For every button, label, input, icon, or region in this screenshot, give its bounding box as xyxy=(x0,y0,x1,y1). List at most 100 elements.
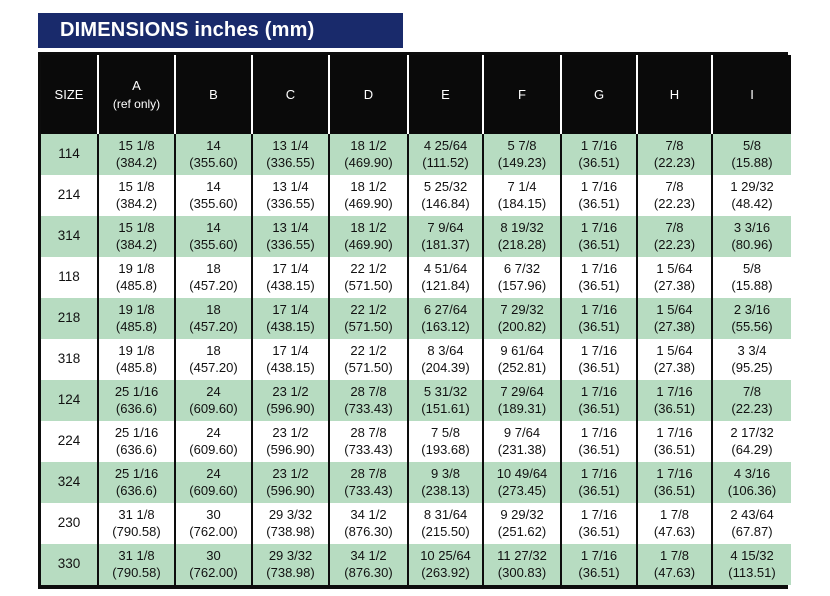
cell-118-d: 22 1/2 (571.50) xyxy=(329,257,409,298)
cell-314-i: 3 3/16 (80.96) xyxy=(712,216,791,257)
cell-324-i: 4 3/16 (106.36) xyxy=(712,462,791,503)
table-row-214: 214 15 1/8 (384.2) 14 (355.60) 13 1/4 (336.55)… xyxy=(41,175,791,216)
dimensions-table-grid: SIZE A (ref only) B C D E F G H I 114 15 1/8 (384.2… xyxy=(41,55,791,585)
cell-114-a: 15 1/8 (384.2) xyxy=(98,134,176,175)
cell-324-a: 25 1/16 (636.6) xyxy=(98,462,176,503)
size-cell-124: 124 xyxy=(41,380,99,421)
cell-314-a: 15 1/8 (384.2) xyxy=(98,216,176,257)
size-cell-118: 118 xyxy=(41,257,99,298)
cell-218-e: 6 27/64 (163.12) xyxy=(408,298,484,339)
column-header-size: SIZE xyxy=(41,55,99,134)
cell-218-f: 7 29/32 (200.82) xyxy=(483,298,562,339)
cell-330-a: 31 1/8 (790.58) xyxy=(98,544,176,585)
cell-314-f: 8 19/32 (218.28) xyxy=(483,216,562,257)
cell-324-e: 9 3/8 (238.13) xyxy=(408,462,484,503)
table-row-124: 124 25 1/16 (636.6) 24 (609.60) 23 1/2 (596.90… xyxy=(41,380,791,421)
cell-318-b: 18 (457.20) xyxy=(175,339,253,380)
cell-330-b: 30 (762.00) xyxy=(175,544,253,585)
dimensions-table-body: 114 15 1/8 (384.2) 14 (355.60) 13 1/4 (336.55)… xyxy=(41,134,791,585)
cell-318-i: 3 3/4 (95.25) xyxy=(712,339,791,380)
cell-218-a: 19 1/8 (485.8) xyxy=(98,298,176,339)
cell-330-f: 11 27/32 (300.83) xyxy=(483,544,562,585)
cell-218-h: 1 5/64 (27.38) xyxy=(637,298,713,339)
cell-224-i: 2 17/32 (64.29) xyxy=(712,421,791,462)
cell-118-f: 6 7/32 (157.96) xyxy=(483,257,562,298)
cell-224-e: 7 5/8 (193.68) xyxy=(408,421,484,462)
cell-318-a: 19 1/8 (485.8) xyxy=(98,339,176,380)
column-header-d: D xyxy=(329,55,409,134)
cell-124-h: 1 7/16 (36.51) xyxy=(637,380,713,421)
column-header-c: C xyxy=(252,55,330,134)
cell-218-d: 22 1/2 (571.50) xyxy=(329,298,409,339)
size-cell-224: 224 xyxy=(41,421,99,462)
cell-224-h: 1 7/16 (36.51) xyxy=(637,421,713,462)
cell-124-g: 1 7/16 (36.51) xyxy=(561,380,638,421)
cell-324-c: 23 1/2 (596.90) xyxy=(252,462,330,503)
size-cell-330: 330 xyxy=(41,544,99,585)
cell-114-d: 18 1/2 (469.90) xyxy=(329,134,409,175)
cell-224-a: 25 1/16 (636.6) xyxy=(98,421,176,462)
column-header-b: B xyxy=(175,55,253,134)
cell-118-g: 1 7/16 (36.51) xyxy=(561,257,638,298)
size-cell-218: 218 xyxy=(41,298,99,339)
size-cell-324: 324 xyxy=(41,462,99,503)
cell-314-h: 7/8 (22.23) xyxy=(637,216,713,257)
cell-330-d: 34 1/2 (876.30) xyxy=(329,544,409,585)
cell-318-f: 9 61/64 (252.81) xyxy=(483,339,562,380)
cell-214-g: 1 7/16 (36.51) xyxy=(561,175,638,216)
cell-114-b: 14 (355.60) xyxy=(175,134,253,175)
cell-224-c: 23 1/2 (596.90) xyxy=(252,421,330,462)
cell-124-b: 24 (609.60) xyxy=(175,380,253,421)
table-header-row: SIZE A (ref only) B C D E F G H I xyxy=(41,55,791,134)
cell-124-a: 25 1/16 (636.6) xyxy=(98,380,176,421)
cell-230-d: 34 1/2 (876.30) xyxy=(329,503,409,544)
table-row-230: 230 31 1/8 (790.58) 30 (762.00) 29 3/32 (738.9… xyxy=(41,503,791,544)
page-title: DIMENSIONS inches (mm) xyxy=(60,19,315,41)
cell-124-d: 28 7/8 (733.43) xyxy=(329,380,409,421)
cell-218-i: 2 3/16 (55.56) xyxy=(712,298,791,339)
table-row-324: 324 25 1/16 (636.6) 24 (609.60) 23 1/2 (596.90… xyxy=(41,462,791,503)
cell-330-i: 4 15/32 (113.51) xyxy=(712,544,791,585)
cell-330-h: 1 7/8 (47.63) xyxy=(637,544,713,585)
cell-314-e: 7 9/64 (181.37) xyxy=(408,216,484,257)
table-row-314: 314 15 1/8 (384.2) 14 (355.60) 13 1/4 (336.55)… xyxy=(41,216,791,257)
cell-318-d: 22 1/2 (571.50) xyxy=(329,339,409,380)
cell-218-b: 18 (457.20) xyxy=(175,298,253,339)
table-row-224: 224 25 1/16 (636.6) 24 (609.60) 23 1/2 (596.90… xyxy=(41,421,791,462)
cell-314-d: 18 1/2 (469.90) xyxy=(329,216,409,257)
cell-330-g: 1 7/16 (36.51) xyxy=(561,544,638,585)
cell-314-c: 13 1/4 (336.55) xyxy=(252,216,330,257)
cell-224-f: 9 7/64 (231.38) xyxy=(483,421,562,462)
title-bar: DIMENSIONS inches (mm) xyxy=(38,13,403,48)
cell-118-i: 5/8 (15.88) xyxy=(712,257,791,298)
cell-230-e: 8 31/64 (215.50) xyxy=(408,503,484,544)
cell-318-h: 1 5/64 (27.38) xyxy=(637,339,713,380)
cell-324-g: 1 7/16 (36.51) xyxy=(561,462,638,503)
cell-118-b: 18 (457.20) xyxy=(175,257,253,298)
cell-330-e: 10 25/64 (263.92) xyxy=(408,544,484,585)
cell-124-f: 7 29/64 (189.31) xyxy=(483,380,562,421)
cell-214-e: 5 25/32 (146.84) xyxy=(408,175,484,216)
cell-118-e: 4 51/64 (121.84) xyxy=(408,257,484,298)
cell-124-e: 5 31/32 (151.61) xyxy=(408,380,484,421)
cell-314-g: 1 7/16 (36.51) xyxy=(561,216,638,257)
cell-118-h: 1 5/64 (27.38) xyxy=(637,257,713,298)
cell-324-d: 28 7/8 (733.43) xyxy=(329,462,409,503)
cell-230-f: 9 29/32 (251.62) xyxy=(483,503,562,544)
cell-318-c: 17 1/4 (438.15) xyxy=(252,339,330,380)
cell-214-h: 7/8 (22.23) xyxy=(637,175,713,216)
cell-324-f: 10 49/64 (273.45) xyxy=(483,462,562,503)
cell-224-d: 28 7/8 (733.43) xyxy=(329,421,409,462)
cell-230-b: 30 (762.00) xyxy=(175,503,253,544)
cell-330-c: 29 3/32 (738.98) xyxy=(252,544,330,585)
cell-224-g: 1 7/16 (36.51) xyxy=(561,421,638,462)
cell-324-h: 1 7/16 (36.51) xyxy=(637,462,713,503)
cell-114-g: 1 7/16 (36.51) xyxy=(561,134,638,175)
cell-214-f: 7 1/4 (184.15) xyxy=(483,175,562,216)
size-cell-230: 230 xyxy=(41,503,99,544)
column-header-i: I xyxy=(712,55,791,134)
table-row-318: 318 19 1/8 (485.8) 18 (457.20) 17 1/4 (438.15)… xyxy=(41,339,791,380)
column-header-a: A (ref only) xyxy=(98,55,176,134)
cell-318-e: 8 3/64 (204.39) xyxy=(408,339,484,380)
